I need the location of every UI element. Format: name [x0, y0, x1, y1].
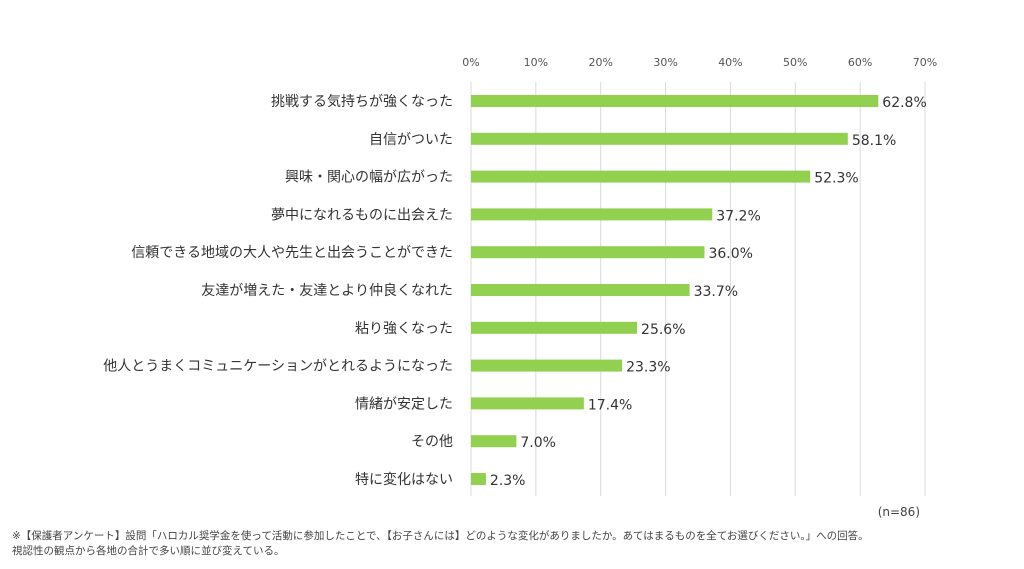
category-label: その他 [411, 434, 453, 450]
bar [471, 321, 638, 334]
category-label: 情緒が安定した [355, 396, 453, 412]
value-label: 52.3% [814, 171, 858, 187]
bar [471, 284, 690, 296]
value-label: 58.1% [852, 133, 896, 149]
bars [471, 95, 879, 485]
bar [471, 359, 623, 372]
bar [471, 435, 517, 448]
x-tick-label: 60% [848, 56, 872, 69]
bar [471, 473, 486, 485]
value-label: 33.7% [694, 284, 738, 300]
x-tick-label: 70% [913, 56, 937, 69]
footnote-line-2: 視認性の観点から各地の合計で多い順に並び変えている。 [12, 545, 285, 557]
bar [471, 170, 811, 183]
x-tick-label: 20% [588, 56, 612, 69]
category-label: 信頼できる地域の大人や先生と出会うことができた [131, 245, 453, 261]
x-tick-label: 10% [524, 56, 548, 69]
category-label: 粘り強くなった [355, 321, 453, 337]
category-label: 興味・関心の幅が広がった [285, 170, 453, 186]
value-label: 36.0% [708, 246, 752, 262]
value-label: 37.2% [716, 208, 760, 224]
category-label: 特に変化はない [355, 471, 453, 488]
x-tick-label: 40% [718, 56, 742, 69]
value-label: 7.0% [520, 435, 556, 451]
value-labels: 62.8% 58.1% 52.3% 37.2% 36.0% 33.7% 25.6% 23.3%… [490, 95, 927, 489]
bar [471, 95, 879, 107]
value-label: 62.8% [882, 95, 926, 111]
category-label: 夢中になれるものに出会えた [271, 207, 453, 223]
bar [471, 246, 705, 259]
category-label: 友達が増えた・友達とより仲良くなれた [201, 283, 453, 299]
x-tick-label: 30% [653, 56, 677, 69]
x-tick-label: 0% [462, 56, 479, 69]
category-label: 自信がついた [369, 132, 453, 148]
bar [471, 397, 584, 410]
x-tick-label: 50% [783, 56, 807, 69]
footnote-line-1: ※【保護者アンケート】設問「ハロカル奨学金を使って活動に参加したことで、【お子さ… [12, 530, 869, 542]
category-label: 他人とうまくコミュニケーションがとれるようになった [103, 359, 453, 375]
bar [471, 208, 713, 221]
sample-size-note: (n=86) [877, 505, 920, 519]
value-label: 23.3% [626, 360, 670, 376]
bar-chart: 0% 10% 20% 30% 40% 50% 60% 70% 挑戦する気持ちが強くなった自信が… [103, 56, 937, 496]
bar [471, 132, 848, 145]
category-labels: 挑戦する気持ちが強くなった自信がついた興味・関心の幅が広がった夢中になれるものに… [103, 94, 453, 488]
value-label: 25.6% [641, 322, 685, 338]
category-label: 挑戦する気持ちが強くなった [271, 94, 453, 110]
value-label: 17.4% [588, 397, 632, 413]
value-label: 2.3% [490, 473, 526, 489]
x-axis-ticks: 0% 10% 20% 30% 40% 50% 60% 70% [462, 56, 937, 69]
